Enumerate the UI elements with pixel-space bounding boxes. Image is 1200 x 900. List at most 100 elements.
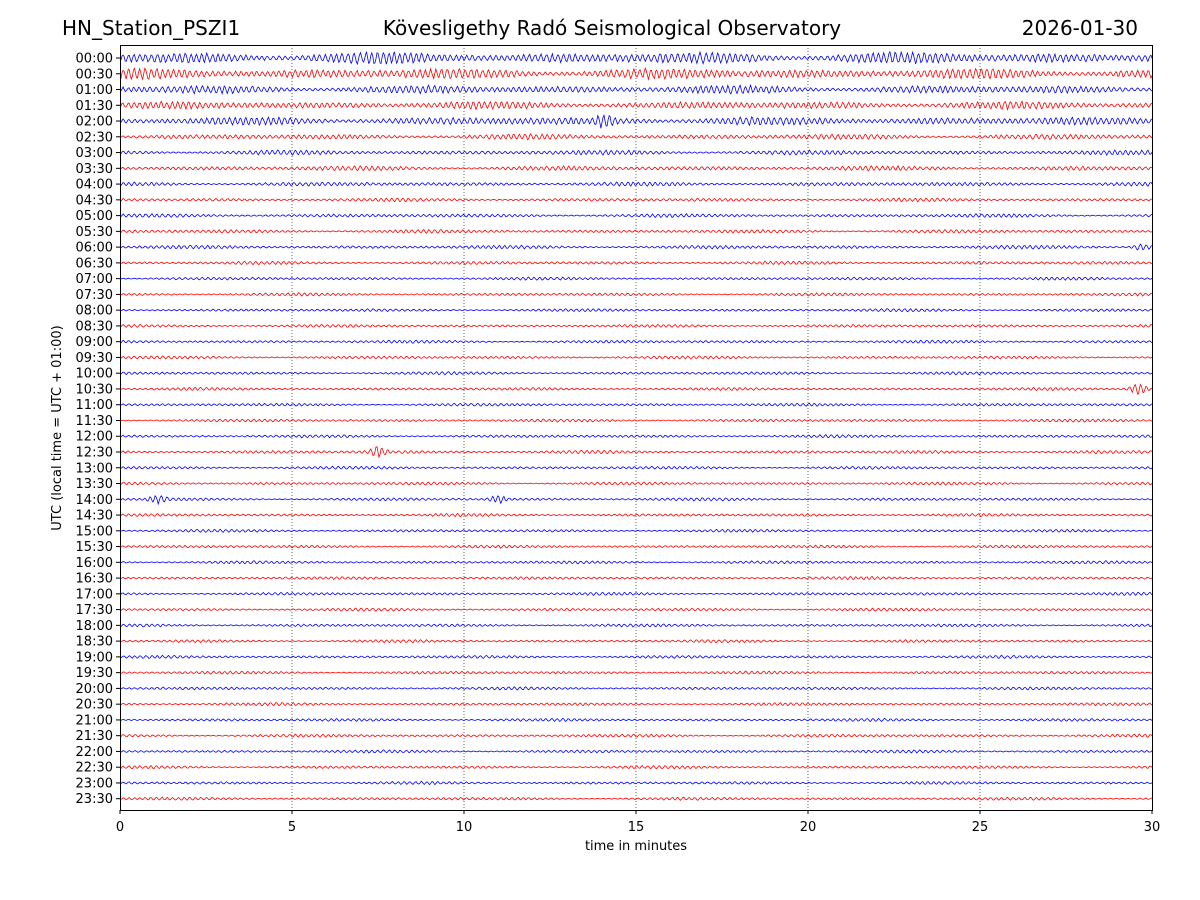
y-tick-label: 02:00: [76, 115, 113, 130]
seismic-traces: [119, 50, 1153, 801]
trace-0930: [119, 355, 1153, 360]
trace-1330: [119, 481, 1153, 486]
y-tick-label: 02:30: [76, 130, 113, 145]
y-tick-label: 19:30: [76, 666, 113, 681]
trace-1300: [119, 465, 1153, 470]
trace-1830: [119, 639, 1153, 644]
trace-0300: [119, 149, 1153, 156]
x-tick-label: 0: [116, 820, 124, 835]
y-tick-label: 07:00: [76, 272, 113, 287]
y-tick-label: 13:00: [76, 461, 113, 476]
y-tick-label: 11:00: [76, 398, 113, 413]
trace-0500: [119, 213, 1153, 219]
trace-2330: [119, 796, 1153, 801]
y-tick-label: 06:30: [76, 256, 113, 271]
trace-1200: [119, 433, 1153, 439]
y-tick-label: 00:30: [76, 67, 113, 82]
plot-frame: [120, 45, 1153, 811]
station-name: HN_Station_PSZI1: [62, 16, 241, 40]
trace-1630: [119, 576, 1153, 581]
y-tick-label: 22:00: [76, 745, 113, 760]
y-tick-label: 14:30: [76, 509, 113, 524]
trace-2130: [119, 733, 1153, 738]
y-axis-label: UTC (local time = UTC + 01:00): [50, 325, 65, 530]
trace-2200: [120, 749, 1153, 754]
y-tick-label: 16:00: [76, 556, 113, 571]
trace-1230: [119, 446, 1153, 459]
trace-2000: [119, 686, 1153, 691]
trace-0400: [119, 181, 1153, 187]
y-tick-label: 22:30: [76, 761, 113, 776]
y-tick-label: 12:00: [76, 430, 113, 445]
trace-1030: [119, 383, 1153, 395]
trace-1500: [119, 528, 1153, 533]
trace-0830: [119, 323, 1153, 328]
trace-1700: [119, 591, 1153, 596]
trace-0430: [119, 197, 1153, 203]
trace-0630: [119, 260, 1153, 266]
y-tick-label: 20:30: [76, 698, 113, 713]
x-tick-label: 30: [1144, 820, 1161, 835]
y-tick-label: 09:00: [76, 335, 113, 350]
x-tick-label: 25: [972, 820, 989, 835]
trace-0000: [119, 50, 1153, 66]
y-tick-label: 00:00: [76, 52, 113, 67]
trace-0900: [119, 339, 1153, 344]
trace-2300: [119, 780, 1153, 786]
trace-0130: [119, 100, 1153, 112]
y-tick-label: 15:00: [76, 524, 113, 539]
y-tick-label: 08:30: [76, 319, 113, 334]
y-tick-label: 15:30: [76, 540, 113, 555]
y-tick-label: 17:00: [76, 587, 113, 602]
y-tick-label: 03:00: [76, 146, 113, 161]
y-tick-label: 11:30: [76, 414, 113, 429]
trace-2030: [119, 702, 1153, 707]
x-axis-label: time in minutes: [585, 839, 687, 854]
trace-2100: [119, 717, 1153, 723]
trace-0600: [119, 243, 1153, 251]
grid-lines: [291, 45, 981, 810]
y-tick-label: 14:00: [76, 493, 113, 508]
trace-1600: [119, 560, 1153, 565]
y-tick-label: 06:00: [76, 241, 113, 256]
y-tick-label: 16:30: [76, 572, 113, 587]
trace-1900: [119, 654, 1153, 660]
trace-2230: [119, 764, 1153, 770]
trace-1430: [119, 512, 1153, 518]
y-axis-ticks: 00:0000:3001:0001:3002:0002:3003:0003:30…: [76, 52, 120, 807]
trace-0700: [119, 276, 1153, 281]
trace-1800: [119, 623, 1153, 628]
y-tick-label: 01:00: [76, 83, 113, 98]
x-axis-ticks: 0 5 10 15 20 25 30: [116, 810, 1160, 835]
y-tick-label: 18:00: [76, 619, 113, 634]
trace-0530: [119, 228, 1153, 234]
y-tick-label: 10:30: [76, 382, 113, 397]
y-tick-label: 05:30: [76, 225, 113, 240]
y-tick-label: 07:30: [76, 288, 113, 303]
trace-0030: [119, 66, 1153, 81]
y-tick-label: 04:00: [76, 178, 113, 193]
trace-0100: [119, 83, 1153, 95]
trace-1930: [119, 670, 1153, 675]
y-tick-label: 20:00: [76, 682, 113, 697]
x-tick-label: 5: [288, 820, 296, 835]
trace-0330: [119, 165, 1153, 172]
trace-0800: [119, 308, 1153, 313]
y-tick-label: 04:30: [76, 193, 113, 208]
trace-0730: [119, 292, 1153, 297]
trace-0200: [119, 113, 1153, 129]
y-tick-label: 13:30: [76, 477, 113, 492]
x-tick-label: 10: [456, 820, 473, 835]
trace-1400: [119, 494, 1153, 506]
y-tick-label: 17:30: [76, 603, 113, 618]
trace-1730: [119, 607, 1153, 612]
trace-0230: [119, 133, 1153, 141]
y-tick-label: 08:00: [76, 304, 113, 319]
trace-1000: [119, 371, 1153, 376]
y-tick-label: 01:30: [76, 99, 113, 114]
chart-date: 2026-01-30: [1021, 16, 1138, 40]
y-tick-label: 10:00: [76, 367, 113, 382]
x-tick-label: 20: [800, 820, 817, 835]
trace-1130: [119, 418, 1153, 423]
